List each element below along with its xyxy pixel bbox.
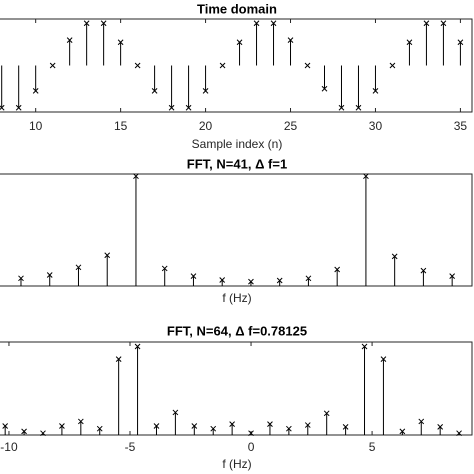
- stem-marker: [361, 343, 368, 350]
- stem-marker: [304, 422, 311, 428]
- stem-marker: [210, 425, 217, 432]
- stem-marker: [219, 62, 226, 69]
- stem-marker: [418, 418, 425, 425]
- x-tick-label: 25: [284, 119, 298, 133]
- stem-marker: [437, 424, 444, 430]
- stem-marker: [190, 273, 197, 279]
- chart-title: FFT, N=64, Δ f=0.78125: [167, 323, 307, 338]
- stem-marker: [153, 423, 160, 429]
- stem-marker: [66, 37, 73, 43]
- x-axis-label: Sample index (n): [192, 137, 283, 151]
- stem-marker: [423, 20, 430, 27]
- stem-marker: [253, 20, 260, 27]
- x-tick-label: 30: [369, 119, 383, 133]
- stem-marker: [100, 20, 107, 27]
- stem-marker: [2, 423, 9, 429]
- stem-marker: [267, 421, 273, 428]
- axes-frame: [0, 18, 473, 113]
- stem-marker: [104, 252, 111, 259]
- stem-marker: [286, 425, 292, 432]
- stem-marker: [399, 428, 406, 435]
- x-tick-label: -5: [125, 440, 136, 454]
- stem-marker: [287, 37, 294, 43]
- stem-marker: [134, 62, 141, 69]
- stem-marker: [172, 409, 179, 416]
- chart-title: Time domain: [197, 1, 277, 16]
- stem-marker: [32, 88, 39, 94]
- x-tick-label: 5: [369, 440, 376, 454]
- stem-marker: [305, 275, 312, 282]
- stem-marker: [202, 88, 209, 94]
- x-tick-label: 15: [114, 119, 128, 133]
- axes-frame: [0, 173, 473, 287]
- stem-marker: [168, 104, 175, 111]
- x-axis-label: f (Hz): [222, 457, 251, 471]
- stem-marker: [355, 104, 362, 111]
- stem-marker: [115, 356, 122, 363]
- stem-marker: [83, 20, 90, 27]
- stem-marker: [420, 267, 427, 274]
- stem-marker: [134, 343, 141, 350]
- stem-marker: [75, 264, 82, 271]
- stem-marker: [321, 85, 328, 92]
- stem-marker: [372, 88, 379, 94]
- stem-marker: [18, 275, 24, 282]
- stem-marker: [59, 423, 65, 429]
- stem-marker: [270, 20, 277, 27]
- stem-marker: [380, 356, 387, 363]
- stem-marker: [49, 62, 56, 69]
- stem-marker: [406, 39, 413, 46]
- stem-marker: [96, 425, 103, 432]
- stem-marker: [338, 104, 345, 111]
- stem-marker: [440, 20, 447, 27]
- stem-marker: [0, 104, 5, 111]
- stem-marker: [391, 253, 398, 260]
- x-tick-label: 10: [29, 119, 43, 133]
- stem-marker: [456, 430, 462, 437]
- axes-frame: [0, 341, 473, 436]
- stem-marker: [191, 423, 198, 429]
- stem-marker: [334, 266, 341, 273]
- stem-marker: [161, 265, 168, 272]
- x-tick-label: 0: [248, 440, 255, 454]
- stem-marker: [229, 421, 235, 428]
- x-tick-label: -10: [0, 440, 18, 454]
- x-tick-label: 35: [454, 119, 468, 133]
- stem-marker: [219, 277, 226, 283]
- x-axis-label: f (Hz): [222, 291, 251, 305]
- stem-marker: [304, 62, 311, 69]
- stem-marker: [248, 278, 254, 285]
- stem-marker: [151, 88, 158, 94]
- stem-marker: [236, 39, 243, 46]
- stem-marker: [323, 410, 330, 417]
- stem-marker: [40, 430, 46, 437]
- x-tick-label: 20: [199, 119, 213, 133]
- stem-marker: [77, 418, 84, 425]
- stem-marker: [457, 39, 464, 46]
- stem-marker: [46, 272, 53, 278]
- stem-marker: [389, 62, 396, 69]
- stem-marker: [449, 273, 456, 279]
- stem-marker: [276, 277, 283, 284]
- stem-marker: [363, 173, 369, 180]
- stem-marker: [342, 424, 349, 430]
- stem-marker: [117, 39, 124, 46]
- stem-marker: [133, 173, 139, 180]
- chart-title: FFT, N=41, Δ f=1: [187, 156, 287, 171]
- stem-marker: [185, 104, 192, 111]
- stem-marker: [21, 428, 27, 435]
- stem-marker: [15, 104, 22, 111]
- stem-marker: [248, 430, 254, 437]
